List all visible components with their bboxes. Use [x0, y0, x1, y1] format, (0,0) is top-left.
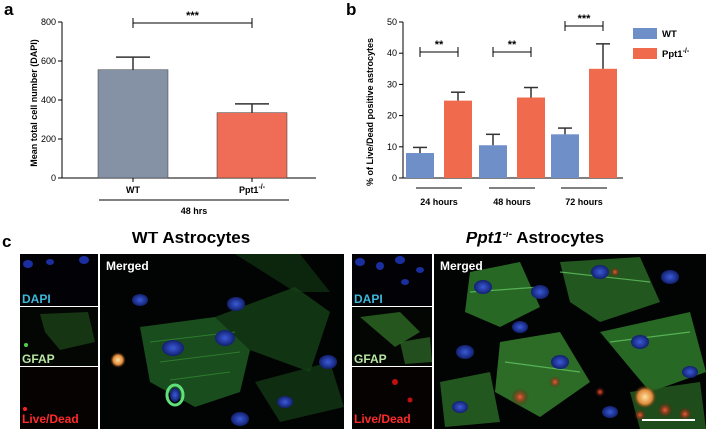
- ppt1-gfap-tile: GFAP: [352, 307, 432, 366]
- ppt1-astrocytes-title: Ppt1-/- Astrocytes: [466, 232, 604, 247]
- ppt1-merged-image: Merged: [434, 254, 706, 429]
- chart-b-bar: [589, 68, 617, 178]
- chart-b-bar: [517, 97, 545, 178]
- wt-astrocytes-title: WT Astrocytes: [132, 232, 250, 247]
- chart-b-significance-label: **: [508, 39, 517, 51]
- wt-livedead-tile: Live/Dead: [20, 367, 98, 429]
- ppt1-merged-label: Merged: [440, 259, 483, 273]
- ppt1-gfap-label: GFAP: [354, 352, 387, 366]
- chart-b-category-label: 48 hours: [493, 197, 531, 207]
- chart-b-significance-label: **: [435, 39, 444, 51]
- chart-b-y-tick-label: 0: [392, 173, 397, 183]
- wt-dapi-label: DAPI: [22, 292, 51, 306]
- chart-a-x-axis-label: 48 hrs: [181, 206, 208, 216]
- chart-b-y-tick-label: 30: [387, 79, 397, 89]
- chart-b-legend-label: WT: [662, 29, 677, 40]
- chart-b-y-tick-label: 20: [387, 111, 397, 121]
- wt-dapi-tile: DAPI: [20, 254, 98, 306]
- chart-b-bar: [444, 100, 472, 178]
- chart-b-bar: [406, 153, 434, 178]
- ppt1-livedead-label: Live/Dead: [354, 412, 411, 426]
- chart-b: % of Live/Dead positive astrocytes 0 10 20…: [365, 13, 690, 207]
- chart-a-y-axis-label: Mean total cell number (DAPI): [29, 39, 39, 167]
- chart-b-legend-swatch: [633, 28, 657, 39]
- chart-b-legend-label: Ppt1-/-: [662, 48, 690, 60]
- chart-a-bar: [97, 69, 169, 179]
- panel-letter-c: c: [2, 232, 12, 251]
- chart-b-category-label: 24 hours: [420, 197, 458, 207]
- chart-a-y-tick-label: 400: [41, 95, 56, 105]
- microscopy-panel: WT Astrocytes Ppt1-/- Astrocytes DAPI GF…: [20, 232, 706, 429]
- chart-a-significance-label: ***: [186, 10, 200, 22]
- chart-a-y-tick-label: 800: [41, 17, 56, 27]
- chart-a-category-label: WT: [126, 185, 140, 195]
- chart-a-y-tick-label: 200: [41, 134, 56, 144]
- chart-b-y-tick-label: 40: [387, 48, 397, 58]
- ppt1-dapi-tile: DAPI: [352, 254, 432, 306]
- wt-merged-image: Merged: [100, 254, 344, 429]
- ppt1-dapi-label: DAPI: [354, 292, 383, 306]
- panel-letter-b: b: [346, 0, 357, 19]
- chart-b-y-tick-label: 10: [387, 142, 397, 152]
- chart-b-category-label: 72 hours: [565, 197, 603, 207]
- ppt1-livedead-tile: Live/Dead: [352, 367, 432, 429]
- wt-merged-label: Merged: [106, 259, 149, 273]
- chart-a-y-tick-label: 600: [41, 56, 56, 66]
- wt-gfap-tile: GFAP: [20, 307, 98, 366]
- chart-b-bar: [479, 145, 507, 178]
- chart-a-bar: [216, 112, 288, 179]
- chart-b-y-axis-label: % of Live/Dead positive astrocytes: [365, 38, 375, 186]
- wt-gfap-label: GFAP: [22, 352, 55, 366]
- wt-livedead-label: Live/Dead: [22, 412, 79, 426]
- panel-letter-a: a: [4, 0, 14, 19]
- chart-a-y-tick-label: 0: [51, 173, 56, 183]
- chart-b-significance-label: ***: [578, 13, 592, 25]
- chart-a-category-label: Ppt1-/-: [239, 184, 266, 195]
- chart-b-bar: [551, 134, 579, 178]
- chart-b-legend-swatch: [633, 48, 657, 59]
- chart-b-y-tick-label: 50: [387, 17, 397, 27]
- chart-a: Mean total cell number (DAPI) 0 200 400 600…: [29, 10, 316, 216]
